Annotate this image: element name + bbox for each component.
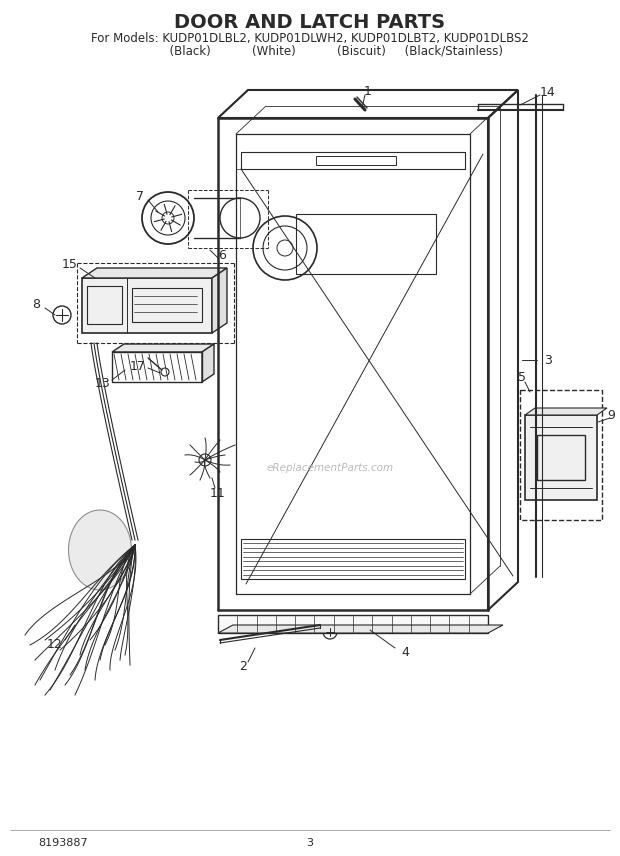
Bar [87,286,122,324]
Text: DOOR AND LATCH PARTS: DOOR AND LATCH PARTS [174,13,446,32]
Bar [316,156,396,165]
Polygon shape [212,268,227,333]
Text: 3: 3 [306,838,314,848]
Text: 7: 7 [136,189,144,203]
Text: 13: 13 [95,377,111,389]
Polygon shape [82,268,227,278]
Text: 4: 4 [401,645,409,658]
Polygon shape [82,278,212,333]
Text: 17: 17 [130,360,146,372]
Bar [520,390,602,520]
Text: (Black)           (White)           (Biscuit)     (Black/Stainless): (Black) (White) (Biscuit) (Black/Stainle… [117,45,503,57]
Text: 6: 6 [218,248,226,261]
Bar [537,435,585,480]
Text: 14: 14 [540,86,556,98]
Polygon shape [112,344,214,352]
Text: 8193887: 8193887 [38,838,87,848]
Bar [112,352,202,382]
Text: 2: 2 [239,661,247,674]
Polygon shape [218,625,503,633]
Text: 1: 1 [364,85,372,98]
Polygon shape [525,408,607,415]
Bar [132,288,202,322]
Polygon shape [202,344,214,382]
Polygon shape [69,510,131,590]
Text: 3: 3 [544,354,552,366]
Text: 15: 15 [62,258,78,270]
Text: 5: 5 [518,371,526,383]
Text: 12: 12 [47,639,63,651]
Polygon shape [525,415,597,500]
Text: 9: 9 [607,408,615,421]
Text: eReplacementParts.com: eReplacementParts.com [267,463,394,473]
Bar [218,615,488,633]
Text: For Models: KUDP01DLBL2, KUDP01DLWH2, KUDP01DLBT2, KUDP01DLBS2: For Models: KUDP01DLBL2, KUDP01DLWH2, KU… [91,32,529,45]
Bar [296,214,436,274]
Text: 8: 8 [32,298,40,311]
Bar [241,539,465,579]
Text: 11: 11 [210,486,226,500]
